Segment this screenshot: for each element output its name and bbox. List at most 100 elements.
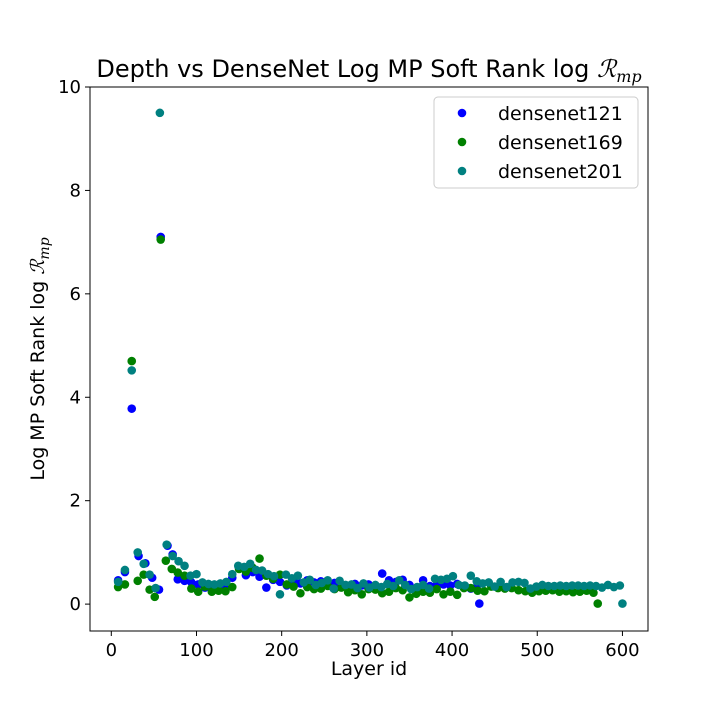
y-axis: 0 2 4 6 8 10	[58, 77, 90, 615]
data-point-densenet201	[353, 583, 362, 593]
data-point-densenet169	[432, 584, 442, 594]
data-point-densenet201	[180, 561, 189, 571]
data-point-densenet201	[567, 581, 577, 590]
data-point-densenet169	[133, 576, 143, 586]
y-tick-label: 0	[70, 594, 81, 615]
x-tick-label: 600	[605, 640, 639, 661]
data-point-densenet201	[466, 571, 476, 580]
data-point-densenet169	[150, 592, 160, 602]
y-axis-label: Log MP Soft Rank log ℛmp	[27, 237, 53, 480]
y-axis-label-math: ℛ	[27, 258, 49, 275]
data-point-densenet201	[484, 578, 493, 587]
data-point-densenet121	[475, 599, 484, 608]
x-axis-label: Layer id	[331, 658, 407, 680]
data-point-densenet201	[502, 582, 511, 592]
data-point-densenet169	[127, 356, 137, 366]
x-tick-label: 500	[520, 640, 554, 661]
data-point-densenet201	[323, 576, 332, 585]
data-point-densenet201	[155, 108, 165, 118]
chart-title-subscript: mp	[616, 67, 641, 86]
data-point-densenet201	[394, 576, 404, 585]
legend: densenet121 densenet169 densenet201	[433, 96, 639, 189]
data-point-densenet201	[460, 581, 470, 590]
data-point-densenet169	[357, 589, 367, 599]
y-tick-label: 8	[70, 180, 81, 201]
data-point-densenet169	[439, 589, 448, 599]
data-point-densenet201	[615, 581, 625, 590]
data-point-densenet169	[593, 599, 603, 608]
x-tick-label: 100	[179, 640, 213, 661]
data-point-densenet201	[127, 366, 137, 375]
series-densenet201	[113, 108, 627, 608]
y-axis-label-subscript: mp	[37, 237, 53, 259]
data-point-densenet169	[473, 586, 482, 595]
data-point-densenet121	[262, 583, 271, 592]
data-point-densenet169	[207, 587, 217, 596]
data-point-densenet201	[133, 548, 143, 557]
legend-label-densenet121: densenet121	[498, 103, 623, 125]
data-point-densenet169	[193, 587, 203, 596]
y-tick-label: 2	[70, 491, 81, 512]
legend-box	[433, 96, 639, 189]
data-point-densenet169	[296, 588, 305, 598]
data-point-densenet201	[192, 569, 201, 579]
data-point-densenet169	[589, 588, 598, 598]
data-point-densenet121	[187, 578, 196, 587]
data-point-densenet201	[424, 584, 434, 593]
data-point-densenet169	[161, 556, 171, 565]
y-tick-label: 4	[70, 387, 81, 408]
x-tick-label: 300	[350, 640, 384, 661]
data-point-densenet169	[173, 568, 183, 577]
data-point-densenet121	[127, 404, 137, 413]
data-point-densenet201	[151, 583, 160, 593]
data-point-densenet169	[180, 571, 189, 580]
data-point-densenet201	[305, 575, 315, 585]
data-point-densenet169	[452, 590, 462, 600]
data-point-densenet201	[388, 581, 398, 591]
data-point-densenet201	[162, 540, 171, 549]
chart-title-text: Depth vs DenseNet Log MP Soft Rank log	[96, 55, 597, 83]
data-point-densenet201	[145, 570, 154, 579]
data-point-densenet121	[173, 574, 183, 584]
data-point-densenet201	[174, 556, 183, 566]
data-point-densenet169	[405, 593, 414, 602]
data-point-densenet201	[120, 565, 130, 575]
data-point-densenet169	[446, 587, 455, 596]
data-point-densenet201	[293, 571, 303, 580]
data-point-densenet169	[227, 582, 237, 592]
data-point-densenet201	[496, 577, 505, 587]
data-point-densenet169	[187, 584, 196, 593]
data-point-densenet201	[168, 551, 177, 561]
data-point-densenet201	[520, 578, 529, 588]
legend-marker-densenet169	[457, 137, 467, 147]
data-point-densenet169	[221, 586, 230, 596]
data-point-densenet169	[568, 587, 578, 597]
data-point-densenet201	[544, 581, 553, 591]
data-point-densenet169	[282, 580, 292, 589]
data-point-densenet169	[343, 587, 353, 597]
data-point-densenet201	[618, 599, 627, 608]
data-point-densenet201	[222, 577, 231, 587]
data-point-densenet169	[480, 586, 489, 596]
data-point-densenet201	[269, 571, 279, 581]
data-point-densenet169	[214, 586, 223, 595]
data-point-densenet201	[275, 589, 285, 599]
y-tick-label: 10	[58, 77, 81, 98]
data-point-densenet201	[245, 559, 255, 569]
y-axis-label-text: Log MP Soft Rank log	[27, 275, 49, 481]
data-point-densenet201	[113, 577, 123, 587]
data-points	[113, 108, 627, 608]
chart-title: Depth vs DenseNet Log MP Soft Rank log ℛ…	[96, 55, 641, 86]
legend-label-densenet201: densenet201	[498, 161, 623, 183]
x-tick-label: 0	[106, 640, 117, 661]
legend-marker-densenet201	[457, 166, 467, 176]
data-point-densenet201	[448, 571, 458, 581]
data-point-densenet169	[514, 585, 523, 595]
data-point-densenet169	[120, 580, 130, 589]
data-point-densenet201	[139, 559, 148, 569]
chart-title-math: ℛ	[597, 55, 618, 83]
data-point-densenet121	[275, 577, 285, 587]
data-point-densenet169	[139, 570, 148, 579]
x-tick-label: 200	[264, 640, 298, 661]
